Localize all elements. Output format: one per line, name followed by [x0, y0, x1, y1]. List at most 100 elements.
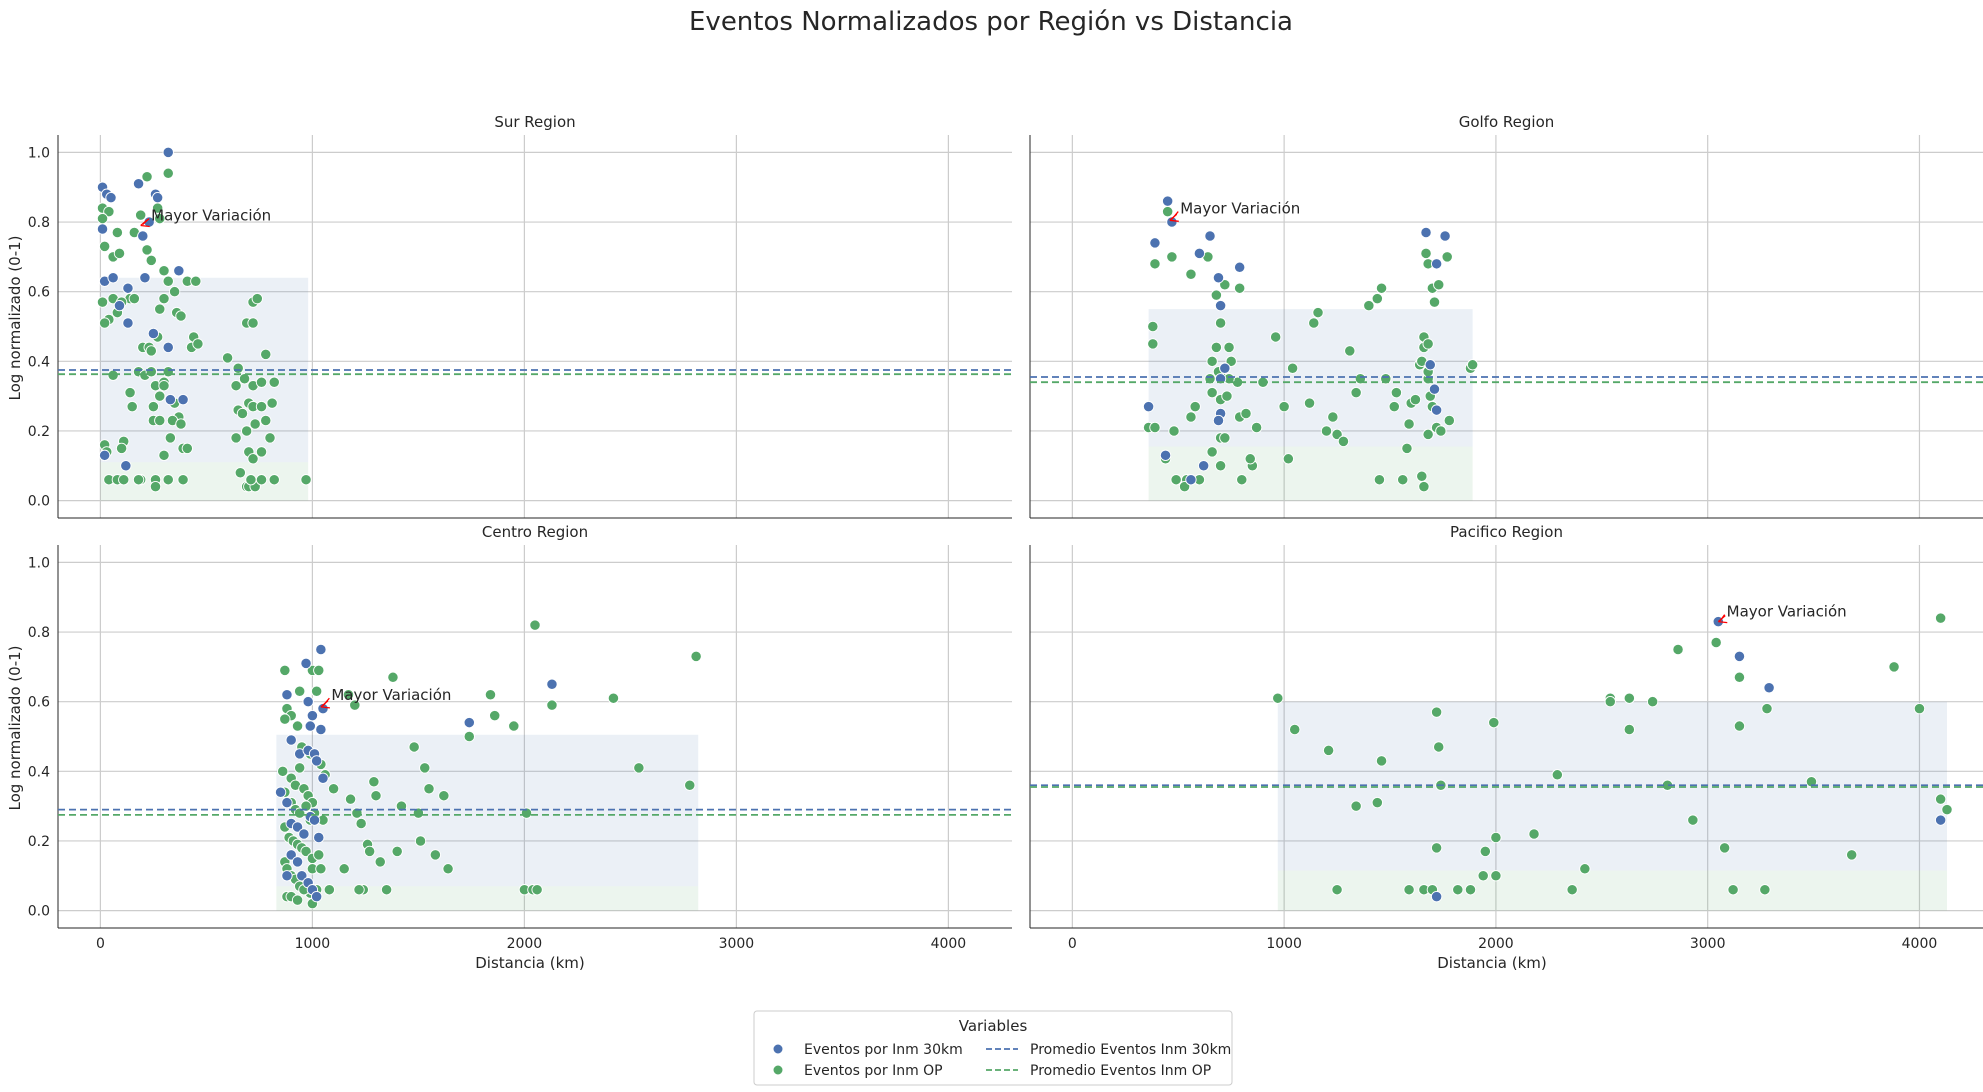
data-point-30km [122, 317, 134, 329]
data-point-op [260, 414, 272, 427]
data-point-op [154, 212, 166, 225]
data-point-op [1312, 306, 1324, 319]
y-tick-label: 0.4 [28, 354, 50, 370]
data-point-op [342, 689, 355, 701]
legend-frame [753, 1010, 1233, 1086]
y-tick-label: 1.0 [28, 145, 50, 161]
data-point-op [1761, 702, 1773, 715]
x-tick-label: 0 [96, 936, 105, 952]
panel-0: Sur Region 0.0 0.2 0.4 0.6 0.8 1.0 Mayor Variac… [28, 113, 1012, 519]
data-point-op [1170, 474, 1182, 486]
data-point-op [1337, 435, 1350, 448]
data-point-op [221, 352, 234, 364]
y-axis-label-bottom: Log normalizado (0-1) [6, 645, 24, 810]
data-point-op [294, 762, 306, 774]
data-point-30km [1149, 237, 1161, 249]
data-point-op [1282, 453, 1295, 465]
data-point-op [96, 296, 109, 308]
data-point-op [419, 762, 431, 774]
data-point-op [277, 765, 289, 777]
data-point-op [1913, 702, 1926, 715]
data-point-op [690, 650, 702, 663]
data-point-op [162, 474, 174, 486]
data-point-op [1390, 387, 1403, 399]
data-point-op [1710, 636, 1722, 649]
data-point-op [463, 730, 475, 743]
data-point-op [111, 226, 124, 239]
data-point-op [162, 167, 174, 179]
data-point-op [260, 348, 272, 361]
data-point-op [1206, 446, 1218, 458]
data-point-op [1149, 421, 1161, 434]
data-point-op [408, 741, 420, 753]
x-tick-label: 0 [1068, 936, 1077, 952]
data-point-30km [302, 696, 314, 708]
data-point-op [1221, 390, 1233, 402]
data-point-30km [291, 856, 304, 868]
data-point-op [158, 449, 170, 461]
data-point-op [1433, 279, 1445, 291]
x-axis-label-bottom-right: Distancia (km) [1437, 954, 1547, 972]
data-point-30km [137, 230, 149, 242]
data-point-30km [1420, 226, 1432, 239]
data-point-30km [285, 734, 297, 746]
panel-title: Sur Region [494, 113, 575, 131]
data-point-op [489, 709, 501, 722]
data-point-op [1244, 453, 1256, 465]
x-tick-label: 3000 [719, 936, 755, 952]
data-point-op [118, 474, 130, 486]
annotation-label: Mayor Variación [151, 207, 271, 225]
data-point-30km [1198, 460, 1210, 472]
legend-title: Variables [959, 1017, 1028, 1035]
data-point-30km [304, 720, 316, 732]
data-point-op [1430, 842, 1443, 854]
data-point-30km [1166, 216, 1178, 228]
data-point-op [1528, 828, 1540, 840]
data-point-op [1189, 400, 1201, 413]
data-point-30km [1763, 682, 1775, 694]
data-point-op [247, 317, 259, 329]
data-point-op [247, 453, 259, 465]
data-point-op [1344, 345, 1356, 357]
data-point-op [344, 793, 357, 805]
data-point-op [1373, 474, 1386, 486]
data-point-30km [113, 299, 126, 312]
data-point-30km [1428, 383, 1441, 395]
data-point-30km [1234, 261, 1246, 273]
data-point-op [391, 845, 403, 858]
data-point-op [1206, 387, 1218, 399]
data-point-op [162, 366, 174, 378]
data-point-op [232, 362, 244, 374]
data-point-op [1397, 474, 1409, 486]
data-point-op [236, 407, 249, 420]
x-tick-label: 2000 [1478, 936, 1514, 952]
data-point-op [1286, 362, 1299, 374]
data-point-30km [122, 282, 134, 294]
data-point-op [158, 265, 170, 277]
data-point-op [1166, 251, 1178, 263]
data-point-op [1308, 317, 1320, 329]
data-point-op [1375, 755, 1388, 767]
data-point-op [238, 373, 251, 385]
data-point-30km [1185, 474, 1197, 486]
data-point-30km [173, 265, 185, 277]
data-point-op [1934, 612, 1947, 624]
data-point-30km [1204, 230, 1216, 242]
data-point-30km [164, 393, 177, 406]
data-point-op [1759, 884, 1771, 896]
data-point-op [268, 376, 280, 388]
data-point-30km [1159, 449, 1172, 461]
data-point-op [368, 776, 380, 788]
data-point-op [1941, 803, 1953, 816]
data-point-30km [1424, 359, 1436, 371]
data-point-op [164, 432, 177, 444]
data-point-op [1206, 355, 1218, 367]
data-point-30km [315, 643, 327, 656]
data-point-op [1327, 411, 1339, 423]
data-point-30km [162, 341, 174, 354]
data-point-op [115, 442, 128, 455]
data-point-op [1733, 720, 1746, 732]
data-point-op [1623, 692, 1635, 704]
data-point-op [149, 481, 162, 493]
data-point-op [1236, 474, 1248, 486]
